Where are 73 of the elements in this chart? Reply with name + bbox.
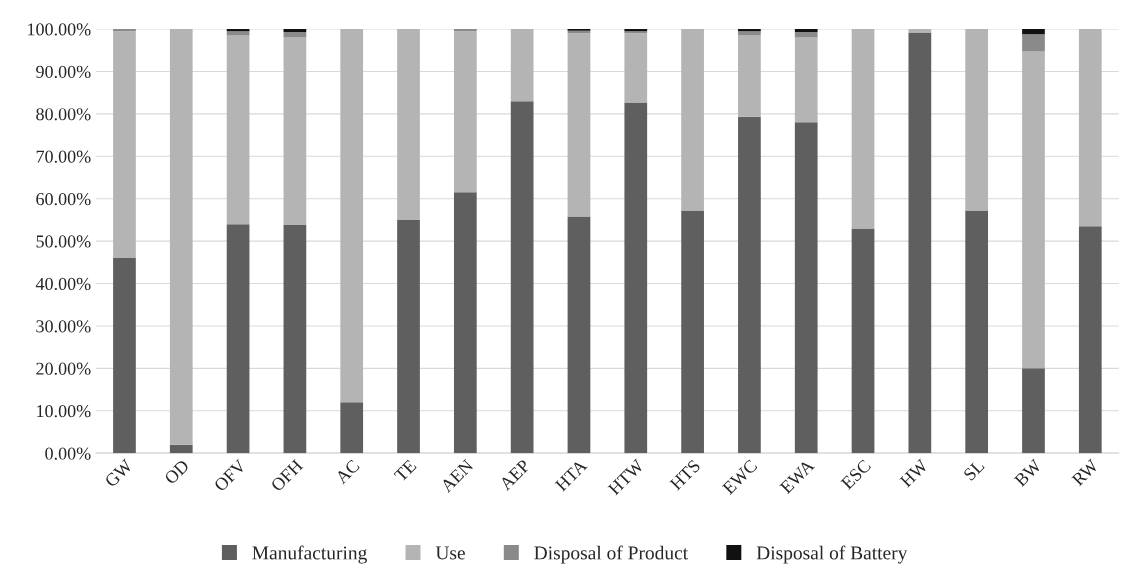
bar [567, 33, 591, 217]
y-tick-label: 50.00% [36, 235, 91, 248]
bar [283, 32, 307, 38]
x-tick-label: SL [963, 459, 985, 482]
bar [965, 29, 989, 211]
bar [453, 192, 477, 454]
bar [453, 31, 477, 193]
bar [794, 32, 818, 38]
legend-label: Disposal of Battery [756, 545, 908, 564]
y-tick-label: 0.00% [45, 447, 91, 460]
bar [226, 35, 250, 225]
bar [908, 29, 932, 33]
bar [794, 37, 818, 123]
bar [851, 29, 875, 229]
legend-label: Use [435, 546, 465, 560]
bar [340, 402, 364, 454]
y-tick-label: 60.00% [36, 192, 91, 206]
y-tick-label: 10.00% [37, 405, 91, 418]
bar [169, 444, 193, 454]
bar [226, 29, 250, 32]
x-tick-label: AC [334, 459, 360, 485]
bar [510, 29, 534, 102]
bar [681, 210, 704, 454]
bar [851, 228, 875, 454]
y-tick-label: 80.00% [36, 108, 91, 121]
bar [624, 102, 648, 454]
x-tick-label: ESC [840, 459, 872, 491]
bar [738, 31, 761, 36]
bar [340, 29, 364, 403]
bar [738, 29, 761, 32]
bar [681, 29, 704, 211]
bar [226, 31, 250, 36]
bar [908, 32, 932, 454]
bar [510, 101, 534, 454]
x-tick-label: TE [393, 459, 417, 483]
bar [1078, 29, 1102, 227]
bar [283, 225, 307, 454]
bar [283, 29, 307, 33]
bar [453, 29, 477, 32]
bar [738, 35, 761, 117]
y-tick-label: 100.00% [28, 23, 91, 36]
bar [1022, 34, 1045, 52]
bar [965, 210, 989, 454]
bar [113, 29, 136, 32]
y-tick-label: 30.00% [36, 320, 91, 333]
y-tick-label: 40.00% [35, 277, 91, 291]
x-tick-label: HTA [554, 458, 588, 492]
x-tick-label: RW [1071, 458, 1100, 487]
bar [397, 29, 420, 220]
bar [1022, 29, 1045, 35]
bar [1022, 51, 1045, 369]
bar [113, 31, 136, 259]
x-tick-label: HW [899, 458, 929, 488]
bar [794, 122, 818, 454]
bar [283, 37, 307, 225]
bar [624, 33, 648, 103]
bar [397, 219, 420, 454]
x-tick-label: BW [1013, 458, 1043, 488]
y-tick-label: 70.00% [36, 150, 91, 163]
bar [226, 224, 250, 454]
bar [567, 216, 591, 454]
bar [738, 116, 761, 454]
legend-label: Disposal of Product [534, 545, 689, 564]
y-tick-label: 90.00% [36, 65, 91, 78]
bar [794, 29, 818, 33]
bar [1078, 226, 1102, 454]
legend-label: Manufacturing [252, 545, 367, 564]
y-tick-label: 20.00% [36, 362, 91, 375]
bar [113, 258, 136, 454]
bar [169, 29, 193, 445]
bar [1022, 368, 1045, 454]
x-tick-label: OD [163, 458, 190, 485]
x-tick-label: GW [104, 458, 134, 488]
